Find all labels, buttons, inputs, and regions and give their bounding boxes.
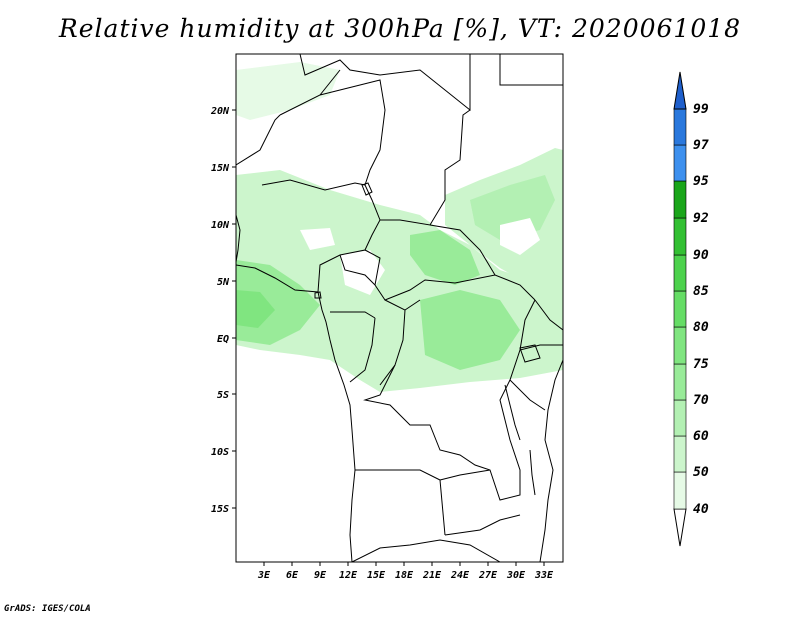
colorbar-label: 40 <box>693 502 709 517</box>
lat-tick-label: 5S <box>217 390 229 401</box>
east-coast <box>539 359 563 562</box>
lon-tick-label: 27E <box>478 570 498 581</box>
border-algeria <box>299 54 471 112</box>
border-car <box>364 249 536 301</box>
coastlines-and-borders <box>236 54 563 562</box>
lon-tick-label: 18E <box>395 570 414 581</box>
northwest-coast <box>236 214 241 263</box>
colorbar-low-arrow <box>673 508 687 547</box>
lake-malawi <box>529 449 536 496</box>
colorbar-label: 92 <box>693 211 709 226</box>
colorbar-segment <box>673 108 687 146</box>
lake-chad <box>361 182 373 196</box>
border-sudan <box>499 54 563 86</box>
colorbar-label: 75 <box>693 357 709 372</box>
colorbar-label: 99 <box>693 102 709 117</box>
map-frame <box>235 53 564 563</box>
colorbar-high-arrow <box>673 71 687 110</box>
border-libya-egypt <box>444 54 471 195</box>
colorbar-segment <box>673 180 687 219</box>
lake-victoria <box>519 344 541 363</box>
lon-tick-label: 6E <box>286 570 299 581</box>
lon-tick-label: 9E <box>314 570 327 581</box>
border-chad <box>380 170 496 276</box>
lon-tick-label: 30E <box>506 570 526 581</box>
lon-tick-label: 33E <box>534 570 554 581</box>
lat-tick-label: 10N <box>211 220 230 231</box>
border-zambia <box>439 469 521 536</box>
border-angola <box>355 469 446 536</box>
rh-core-5 <box>236 290 275 328</box>
colorbar-segment <box>673 144 687 182</box>
border-mali <box>236 114 281 166</box>
rh-core-2 <box>410 230 480 285</box>
lat-tick-label: EQ <box>217 334 229 345</box>
lon-axis: 3E 6E 9E 12E 15E 18E 21E 24E 27E 30E 33E <box>257 562 554 581</box>
border-nigeria <box>261 179 381 293</box>
colorbar-segment <box>673 217 687 256</box>
lat-tick-label: 10S <box>211 447 229 458</box>
lon-tick-label: 12E <box>339 570 358 581</box>
lat-tick-label: 15N <box>211 163 230 174</box>
colorbar-label: 90 <box>693 248 709 263</box>
colorbar-label: 97 <box>693 138 709 153</box>
colorbar-segment <box>673 471 687 510</box>
colorbar-segment <box>673 435 687 473</box>
grads-credit: GrADS: IGES/COLA <box>4 604 91 614</box>
island-bioko <box>314 291 322 299</box>
rh-core-4 <box>470 175 555 240</box>
lat-tick-label: 15S <box>211 504 229 515</box>
humidity-shading <box>236 62 563 392</box>
colorbar-label: 70 <box>693 393 709 408</box>
border-south <box>351 539 501 562</box>
border-congo <box>349 299 406 386</box>
colorbar-label: 80 <box>693 320 709 335</box>
rh-core-3 <box>420 290 520 370</box>
colorbar-label: 60 <box>693 429 709 444</box>
colorbar-label: 50 <box>693 465 709 480</box>
colorbar-segment <box>673 254 687 292</box>
lat-tick-label: 5N <box>217 277 230 288</box>
colorbar: 40 50 60 70 75 80 85 90 92 95 97 99 <box>673 71 709 547</box>
rh-gap-2 <box>500 218 540 255</box>
colorbar-label: 95 <box>693 174 709 189</box>
west-coast <box>236 264 356 562</box>
rh-gap-3 <box>300 228 335 250</box>
colorbar-segment <box>673 326 687 365</box>
rh-region-north <box>236 62 340 120</box>
lake-tanganyika <box>504 384 521 441</box>
border-drc <box>363 299 536 501</box>
lon-tick-label: 24E <box>450 570 470 581</box>
border-cameroon <box>330 254 376 319</box>
lon-tick-label: 3E <box>257 570 271 581</box>
map-title: Relative humidity at 300hPa [%], VT: 202… <box>58 14 742 43</box>
lat-axis: 20N 15N 10N 5N EQ 5S 10S 15S <box>210 106 236 515</box>
colorbar-segment <box>673 290 687 328</box>
lon-tick-label: 21E <box>422 570 442 581</box>
colorbar-label: 85 <box>693 284 709 299</box>
lon-tick-label: 15E <box>367 570 386 581</box>
colorbar-segment <box>673 363 687 401</box>
border-east-africa <box>509 299 563 411</box>
border-niger <box>279 69 386 186</box>
colorbar-segment <box>673 399 687 437</box>
lat-tick-label: 20N <box>210 106 230 117</box>
